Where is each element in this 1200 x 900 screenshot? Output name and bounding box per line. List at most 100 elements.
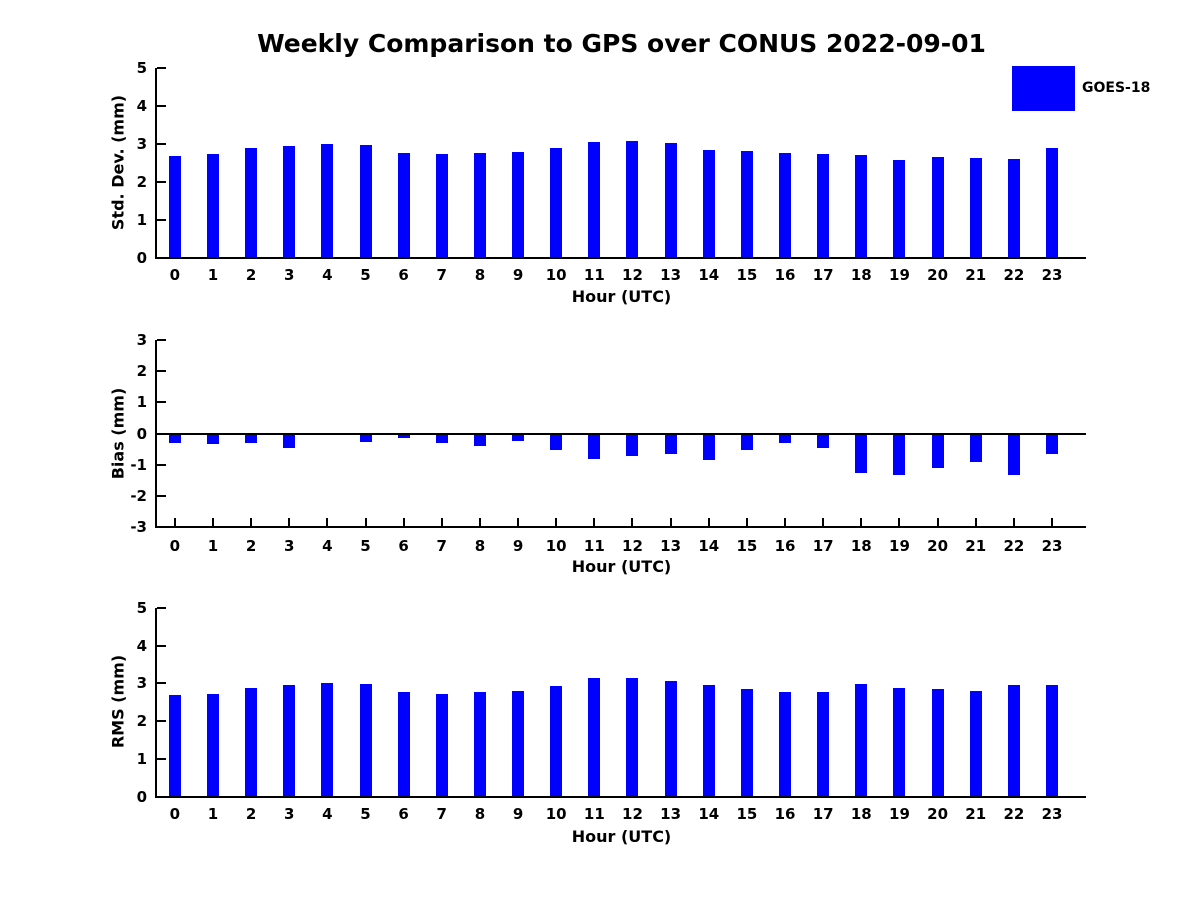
bar-hour-7 xyxy=(435,433,448,443)
x-tick-label: 22 xyxy=(1003,805,1025,823)
x-tick-label: 8 xyxy=(474,266,486,284)
x-tick-mark xyxy=(173,518,176,527)
x-tick-label: 7 xyxy=(436,805,447,823)
x-tick-label: 12 xyxy=(622,805,643,823)
y-tick-label: 2 xyxy=(136,172,147,191)
bar-hour-17 xyxy=(817,433,830,448)
bar-hour-11 xyxy=(588,142,601,258)
bar-hour-0 xyxy=(168,433,181,444)
y-tick-mark xyxy=(157,757,166,760)
x-tick-label: 2 xyxy=(245,266,257,284)
x-tick-label: 19 xyxy=(889,266,910,284)
bar-hour-2 xyxy=(245,148,258,258)
y-axis-label: RMS (mm) xyxy=(108,655,128,749)
bar-hour-22 xyxy=(1007,433,1020,476)
x-tick-label: 1 xyxy=(207,805,219,823)
x-tick-mark xyxy=(326,518,329,527)
bar-hour-3 xyxy=(283,433,296,449)
bar-hour-1 xyxy=(206,433,219,444)
x-tick-label: 19 xyxy=(889,805,910,823)
bar-hour-18 xyxy=(855,155,868,258)
bar-hour-6 xyxy=(397,692,410,797)
x-tick-label: 13 xyxy=(660,805,682,823)
x-tick-label: 2 xyxy=(245,537,257,555)
y-tick-label: 3 xyxy=(136,134,147,153)
y-tick-label: 2 xyxy=(136,362,147,381)
y-tick-mark xyxy=(157,720,166,723)
y-axis-spine xyxy=(155,68,157,259)
legend-series-label: GOES-18 xyxy=(1082,80,1151,96)
x-tick-label: 6 xyxy=(398,266,409,284)
x-tick-mark xyxy=(517,518,520,527)
bar-hour-3 xyxy=(283,684,296,797)
bar-hour-2 xyxy=(245,687,258,797)
x-axis-label: Hour (UTC) xyxy=(571,827,672,846)
x-tick-label: 14 xyxy=(698,805,720,823)
bar-hour-0 xyxy=(168,156,181,258)
y-tick-label: 3 xyxy=(136,331,147,349)
x-tick-label: 0 xyxy=(169,266,181,284)
x-tick-mark xyxy=(631,518,634,527)
x-tick-label: 21 xyxy=(965,805,987,823)
bar-hour-15 xyxy=(740,151,753,258)
bar-hour-18 xyxy=(855,433,868,474)
x-tick-label: 13 xyxy=(660,266,682,284)
bar-hour-1 xyxy=(206,154,219,258)
x-tick-label: 11 xyxy=(583,266,605,284)
bar-hour-20 xyxy=(931,688,944,797)
bar-hour-5 xyxy=(359,683,372,797)
bar-hour-6 xyxy=(397,153,410,258)
x-tick-label: 11 xyxy=(583,805,605,823)
y-tick-label: 2 xyxy=(136,712,147,731)
y-tick-mark xyxy=(157,339,166,341)
y-tick-label: -3 xyxy=(130,518,147,536)
x-tick-label: 13 xyxy=(660,537,682,555)
bar-hour-4 xyxy=(321,683,334,797)
bar-hour-23 xyxy=(1046,684,1059,797)
y-axis-spine xyxy=(155,340,157,528)
x-tick-label: 5 xyxy=(360,266,371,284)
y-tick-mark xyxy=(157,607,166,609)
y-tick-label: 5 xyxy=(136,599,147,617)
x-tick-label: 14 xyxy=(698,537,720,555)
x-tick-mark xyxy=(440,518,443,527)
x-tick-label: 23 xyxy=(1041,805,1063,823)
x-tick-label: 21 xyxy=(965,537,987,555)
y-tick-label: 4 xyxy=(136,96,147,115)
y-tick-label: 0 xyxy=(136,248,147,267)
x-tick-label: 3 xyxy=(284,266,295,284)
bar-hour-10 xyxy=(550,686,563,797)
bar-hour-12 xyxy=(626,140,639,258)
x-tick-label: 14 xyxy=(698,266,720,284)
y-tick-mark xyxy=(157,218,166,221)
bar-hour-10 xyxy=(550,148,563,258)
y-axis-label: Std. Dev. (mm) xyxy=(108,94,128,230)
bar-hour-0 xyxy=(168,695,181,797)
x-tick-mark xyxy=(936,518,939,527)
bar-hour-11 xyxy=(588,678,601,797)
y-tick-mark xyxy=(157,67,166,69)
bar-hour-8 xyxy=(473,152,486,258)
bar-hour-23 xyxy=(1046,147,1059,258)
x-tick-label: 8 xyxy=(474,805,486,823)
bar-hour-13 xyxy=(664,143,677,258)
x-tick-label: 2 xyxy=(245,805,257,823)
x-tick-label: 17 xyxy=(812,266,834,284)
x-tick-label: 7 xyxy=(436,266,447,284)
bar-hour-21 xyxy=(969,690,982,797)
y-tick-mark xyxy=(157,644,166,647)
x-tick-label: 11 xyxy=(583,537,605,555)
x-axis-label: Hour (UTC) xyxy=(571,557,672,576)
x-tick-label: 22 xyxy=(1003,537,1025,555)
bar-hour-2 xyxy=(245,433,258,443)
x-tick-label: 16 xyxy=(774,805,796,823)
x-tick-label: 17 xyxy=(812,805,834,823)
x-tick-label: 16 xyxy=(774,537,796,555)
x-tick-label: 20 xyxy=(927,266,949,284)
x-tick-label: 9 xyxy=(512,537,524,555)
y-tick-mark xyxy=(157,180,166,183)
x-tick-mark xyxy=(707,518,710,527)
x-tick-label: 20 xyxy=(927,537,949,555)
y-tick-mark xyxy=(157,494,166,497)
x-tick-mark xyxy=(402,518,405,527)
